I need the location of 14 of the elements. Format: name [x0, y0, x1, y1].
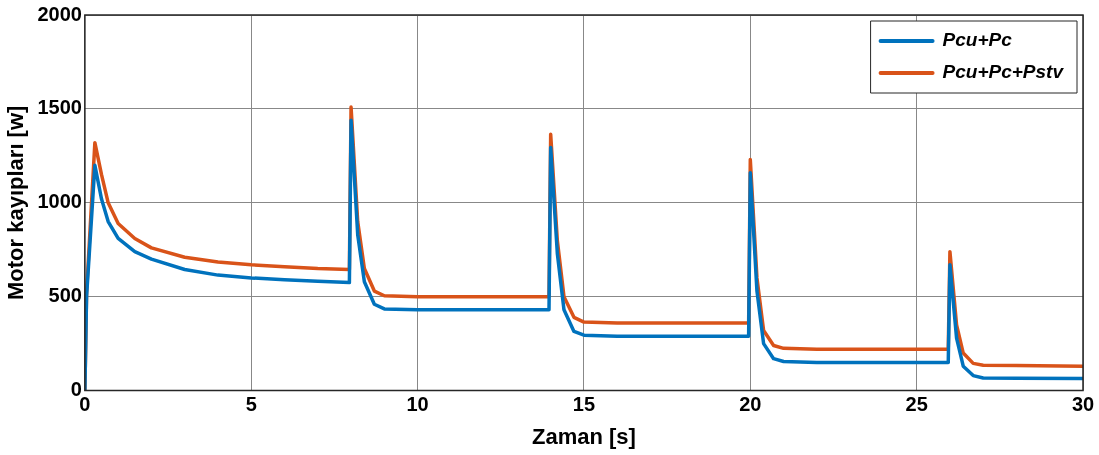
x-tick-label: 15 [572, 393, 596, 416]
y-tick-label: 500 [48, 284, 82, 307]
x-axis-title: Zaman [s] [531, 423, 636, 449]
x-tick-label: 30 [1071, 393, 1095, 416]
y-tick-label: 1000 [37, 190, 82, 213]
x-tick-label: 20 [739, 393, 762, 416]
x-tick-label: 5 [245, 393, 257, 416]
y-tick-label: 2000 [37, 2, 82, 25]
legend-label: Pcu+Pc+Pstv [942, 61, 1065, 83]
legend-label: Pcu+Pc [942, 29, 1013, 51]
y-axis-title: Motor kayıpları [w] [3, 105, 29, 300]
x-tick-label: 10 [406, 393, 429, 416]
x-tick-label: 25 [905, 393, 928, 416]
y-tick-label: 1500 [37, 96, 82, 119]
